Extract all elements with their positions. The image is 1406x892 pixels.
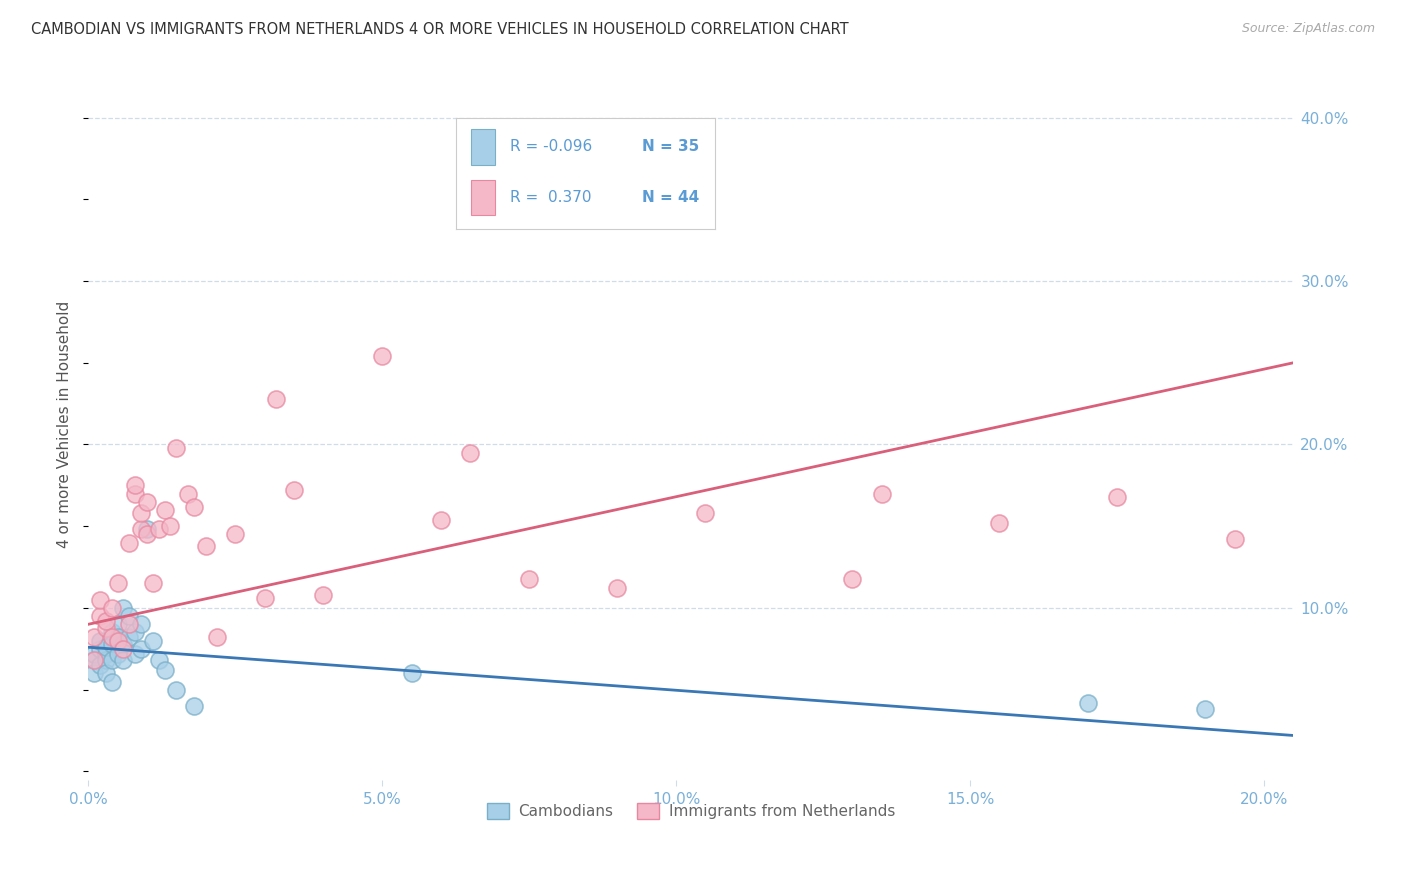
Point <box>165 682 187 697</box>
Text: Source: ZipAtlas.com: Source: ZipAtlas.com <box>1241 22 1375 36</box>
Point <box>83 631 105 645</box>
Point <box>1105 490 1128 504</box>
Point <box>142 633 165 648</box>
Point <box>89 592 111 607</box>
Point <box>695 506 717 520</box>
Point <box>142 576 165 591</box>
Point <box>129 506 152 520</box>
Point <box>100 674 122 689</box>
Y-axis label: 4 or more Vehicles in Household: 4 or more Vehicles in Household <box>58 301 72 548</box>
Point <box>148 653 170 667</box>
Point <box>153 663 176 677</box>
Point <box>94 614 117 628</box>
Point <box>124 486 146 500</box>
Point <box>107 631 129 645</box>
Point <box>94 653 117 667</box>
Point <box>100 653 122 667</box>
Point <box>159 519 181 533</box>
Point <box>94 640 117 655</box>
Point <box>118 535 141 549</box>
Point <box>401 666 423 681</box>
Point <box>107 617 129 632</box>
Point <box>136 527 159 541</box>
Point <box>89 658 111 673</box>
Point <box>606 582 628 596</box>
Point <box>118 617 141 632</box>
Point <box>100 601 122 615</box>
Point <box>83 666 105 681</box>
Legend: Cambodians, Immigrants from Netherlands: Cambodians, Immigrants from Netherlands <box>481 797 901 825</box>
Point <box>89 641 111 656</box>
Point <box>1194 702 1216 716</box>
Point <box>94 621 117 635</box>
Point <box>89 609 111 624</box>
Point <box>183 500 205 514</box>
Point <box>94 647 117 661</box>
Point <box>312 588 335 602</box>
Point <box>870 486 893 500</box>
Point <box>153 503 176 517</box>
Point <box>129 523 152 537</box>
Point <box>266 392 288 406</box>
Point <box>177 486 200 500</box>
Point <box>165 441 187 455</box>
Point <box>253 591 276 606</box>
Point <box>112 637 135 651</box>
Point <box>148 523 170 537</box>
Point <box>194 539 217 553</box>
Point <box>129 617 152 632</box>
Point <box>118 631 141 645</box>
Point <box>129 641 152 656</box>
Point <box>118 609 141 624</box>
Point <box>517 572 540 586</box>
Point <box>988 516 1011 530</box>
Point <box>100 625 122 640</box>
Point <box>107 647 129 661</box>
Point <box>112 601 135 615</box>
Point <box>83 653 105 667</box>
Point <box>1077 696 1099 710</box>
Point <box>83 647 105 661</box>
Text: CAMBODIAN VS IMMIGRANTS FROM NETHERLANDS 4 OR MORE VEHICLES IN HOUSEHOLD CORRELA: CAMBODIAN VS IMMIGRANTS FROM NETHERLANDS… <box>31 22 849 37</box>
Point <box>207 631 229 645</box>
Point <box>136 523 159 537</box>
Point <box>136 494 159 508</box>
Point <box>371 349 394 363</box>
Point <box>183 699 205 714</box>
Point <box>89 633 111 648</box>
Point <box>100 631 122 645</box>
Point <box>841 572 863 586</box>
Point <box>94 666 117 681</box>
Point <box>83 653 105 667</box>
Point <box>124 625 146 640</box>
Point <box>112 653 135 667</box>
Point <box>100 637 122 651</box>
Point <box>224 527 246 541</box>
Point <box>112 641 135 656</box>
Point <box>124 478 146 492</box>
Point <box>430 513 453 527</box>
Point <box>458 445 481 459</box>
Point <box>1223 533 1246 547</box>
Point <box>283 483 305 498</box>
Point <box>107 576 129 591</box>
Point <box>124 647 146 661</box>
Point <box>107 633 129 648</box>
